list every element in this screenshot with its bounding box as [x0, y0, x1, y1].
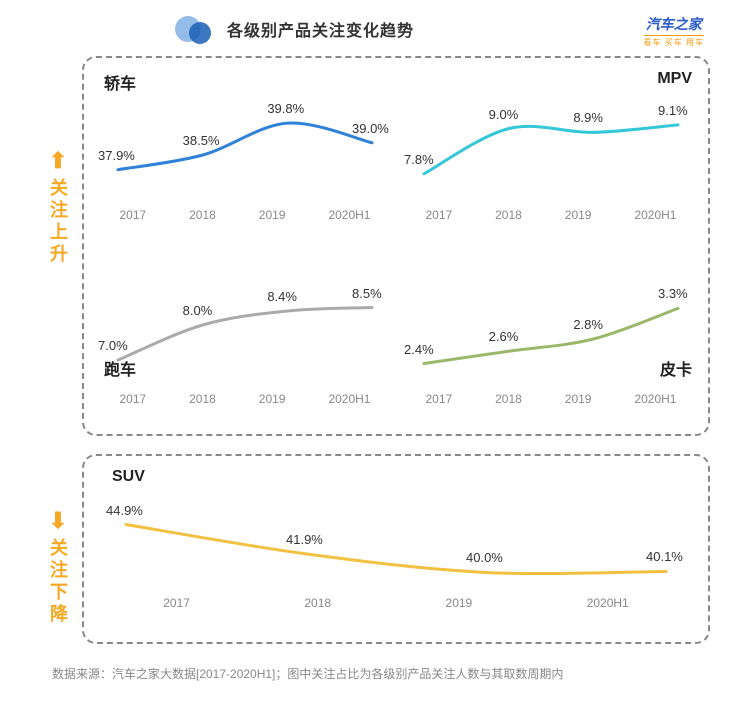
axis-tick: 2020H1	[328, 208, 370, 222]
chart-sports: 跑车 7.0% 8.0% 8.4% 8.5% 2017 2018 2019 2020H1	[100, 256, 390, 416]
chart-pickup: 皮卡 2.4% 2.6% 2.8% 3.3% 2017 2018 2019 2020H1	[406, 256, 696, 416]
sports-value-label: 8.4%	[267, 289, 297, 304]
chart-suv-title: SUV	[112, 468, 145, 486]
arrow-down-icon: ⬇	[49, 510, 67, 532]
sedan-value-label: 39.0%	[352, 121, 389, 136]
axis-tick: 2017	[119, 208, 146, 222]
suv-axis: 2017 2018 2019 2020H1	[106, 596, 686, 610]
suv-line	[126, 525, 666, 574]
chart-mpv-title: MPV	[657, 70, 692, 88]
chart-suv: SUV 44.9% 41.9% 40.0% 40.1% 2017 2018 2019 2020…	[108, 470, 684, 620]
sedan-value-label: 37.9%	[98, 148, 135, 163]
mpv-line	[424, 125, 678, 174]
axis-tick: 2020H1	[634, 392, 676, 406]
panel-rising: 轿车 37.9% 38.5% 39.8% 39.0% 2017 2018 2019 2020H…	[82, 56, 710, 436]
chart-sports-title: 跑车	[104, 356, 136, 380]
sedan-line	[118, 123, 372, 170]
sports-value-label: 7.0%	[98, 338, 128, 353]
side-up-text: 关注上升	[45, 178, 71, 266]
sedan-value-label: 39.8%	[267, 101, 304, 116]
sedan-axis: 2017 2018 2019 2020H1	[98, 208, 392, 222]
sedan-value-label: 38.5%	[183, 133, 220, 148]
axis-tick: 2018	[189, 208, 216, 222]
axis-tick: 2019	[259, 392, 286, 406]
side-down-text: 关注下降	[45, 538, 71, 626]
pickup-value-label: 3.3%	[658, 286, 688, 301]
axis-tick: 2019	[259, 208, 286, 222]
mpv-value-label: 9.1%	[658, 103, 688, 118]
axis-tick: 2017	[163, 596, 190, 610]
axis-tick: 2017	[425, 392, 452, 406]
axis-tick: 2018	[189, 392, 216, 406]
suv-value-label: 44.9%	[106, 503, 143, 518]
axis-tick: 2018	[495, 392, 522, 406]
page-title: 各级别产品关注变化趋势	[227, 17, 414, 41]
pickup-value-label: 2.4%	[404, 342, 434, 357]
logo-icon	[175, 14, 217, 44]
panel-falling: SUV 44.9% 41.9% 40.0% 40.1% 2017 2018 2019 2020…	[82, 454, 710, 644]
axis-tick: 2017	[425, 208, 452, 222]
axis-tick: 2018	[495, 208, 522, 222]
sports-line	[118, 308, 372, 361]
sports-value-label: 8.0%	[183, 303, 213, 318]
axis-tick: 2020H1	[634, 208, 676, 222]
side-label-up: ⬆ 关注上升	[42, 150, 74, 266]
sports-axis: 2017 2018 2019 2020H1	[98, 392, 392, 406]
chart-pickup-title: 皮卡	[660, 356, 692, 380]
axis-tick: 2017	[119, 392, 146, 406]
pickup-value-label: 2.8%	[573, 317, 603, 332]
pickup-line	[424, 308, 678, 363]
suv-value-label: 40.1%	[646, 549, 683, 564]
footer-source: 数据来源：汽车之家大数据[2017-2020H1]；图中关注占比为各级别产品关注…	[52, 665, 692, 683]
axis-tick: 2020H1	[328, 392, 370, 406]
side-label-down: ⬇ 关注下降	[42, 510, 74, 626]
chart-mpv: MPV 7.8% 9.0% 8.9% 9.1% 2017 2018 2019 2020H1	[406, 72, 696, 232]
pickup-axis: 2017 2018 2019 2020H1	[404, 392, 698, 406]
brand-name: 汽车之家	[644, 14, 704, 34]
axis-tick: 2019	[446, 596, 473, 610]
chart-sedan: 轿车 37.9% 38.5% 39.8% 39.0% 2017 2018 2019 2020H…	[100, 72, 390, 232]
suv-value-label: 41.9%	[286, 532, 323, 547]
mpv-value-label: 8.9%	[573, 110, 603, 125]
axis-tick: 2019	[565, 392, 592, 406]
arrow-up-icon: ⬆	[49, 150, 67, 172]
mpv-axis: 2017 2018 2019 2020H1	[404, 208, 698, 222]
mpv-value-label: 9.0%	[489, 107, 519, 122]
axis-tick: 2019	[565, 208, 592, 222]
pickup-value-label: 2.6%	[489, 329, 519, 344]
header: 各级别产品关注变化趋势 汽车之家 看车 买车 用车	[0, 0, 744, 54]
mpv-value-label: 7.8%	[404, 152, 434, 167]
brand-logo: 汽车之家 看车 买车 用车	[644, 14, 704, 48]
chart-sedan-title: 轿车	[104, 70, 136, 94]
brand-tagline: 看车 买车 用车	[644, 35, 704, 48]
sports-value-label: 8.5%	[352, 286, 382, 301]
axis-tick: 2020H1	[587, 596, 629, 610]
suv-value-label: 40.0%	[466, 550, 503, 565]
axis-tick: 2018	[304, 596, 331, 610]
